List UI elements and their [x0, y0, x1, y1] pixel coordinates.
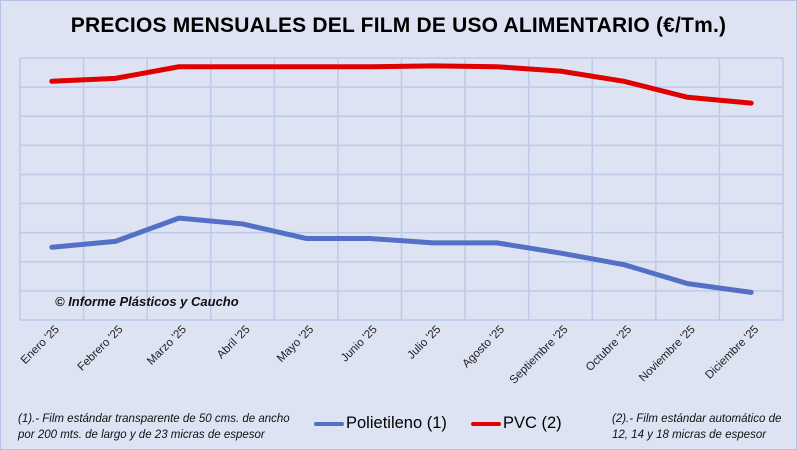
legend-label: Polietileno (1): [346, 414, 447, 432]
legend-item-pvc: PVC (2): [471, 414, 562, 433]
x-tick-label: Diciembre '25: [703, 324, 761, 382]
copyright-annotation: © Informe Plásticos y Caucho: [55, 294, 239, 309]
footnote-2: (2).- Film estándar automático de 12, 14…: [612, 411, 781, 443]
x-tick-label: Julio '25: [405, 324, 443, 362]
x-tick-label: Mayo '25: [275, 324, 316, 365]
series-line-polietileno: [49, 215, 754, 295]
footnote-1-line: por 200 mts. de largo y de 23 micras de …: [18, 429, 265, 441]
x-tick-label: Enero '25: [19, 324, 62, 367]
x-tick-label: Febrero '25: [76, 324, 126, 374]
legend-item-polietileno: Polietileno (1): [314, 414, 447, 433]
x-tick-label: Octubre '25: [584, 324, 634, 374]
x-tick-label: Marzo '25: [145, 324, 189, 368]
chart-title: PRECIOS MENSUALES DEL FILM DE USO ALIMEN…: [70, 14, 727, 37]
x-tick-label: Noviembre '25: [637, 324, 698, 385]
x-tick-label: Junio '25: [339, 324, 380, 365]
footnote-2-line: 12, 14 y 18 micras de espesor: [612, 429, 767, 441]
x-tick-label: Abril '25: [215, 324, 253, 362]
legend-swatch-polietileno: [314, 421, 344, 426]
x-tick-label: Agosto '25: [460, 324, 507, 371]
legend-swatch-pvc: [471, 421, 501, 426]
footnote-1: (1).- Film estándar transparente de 50 c…: [18, 411, 290, 443]
x-tick-label: Septiembre '25: [508, 324, 571, 387]
legend-label: PVC (2): [503, 414, 562, 432]
footnote-2-line: (2).- Film estándar automático de: [612, 413, 782, 425]
series-line-pvc: [49, 63, 754, 106]
footnote-1-line: (1).- Film estándar transparente de 50 c…: [18, 413, 290, 425]
